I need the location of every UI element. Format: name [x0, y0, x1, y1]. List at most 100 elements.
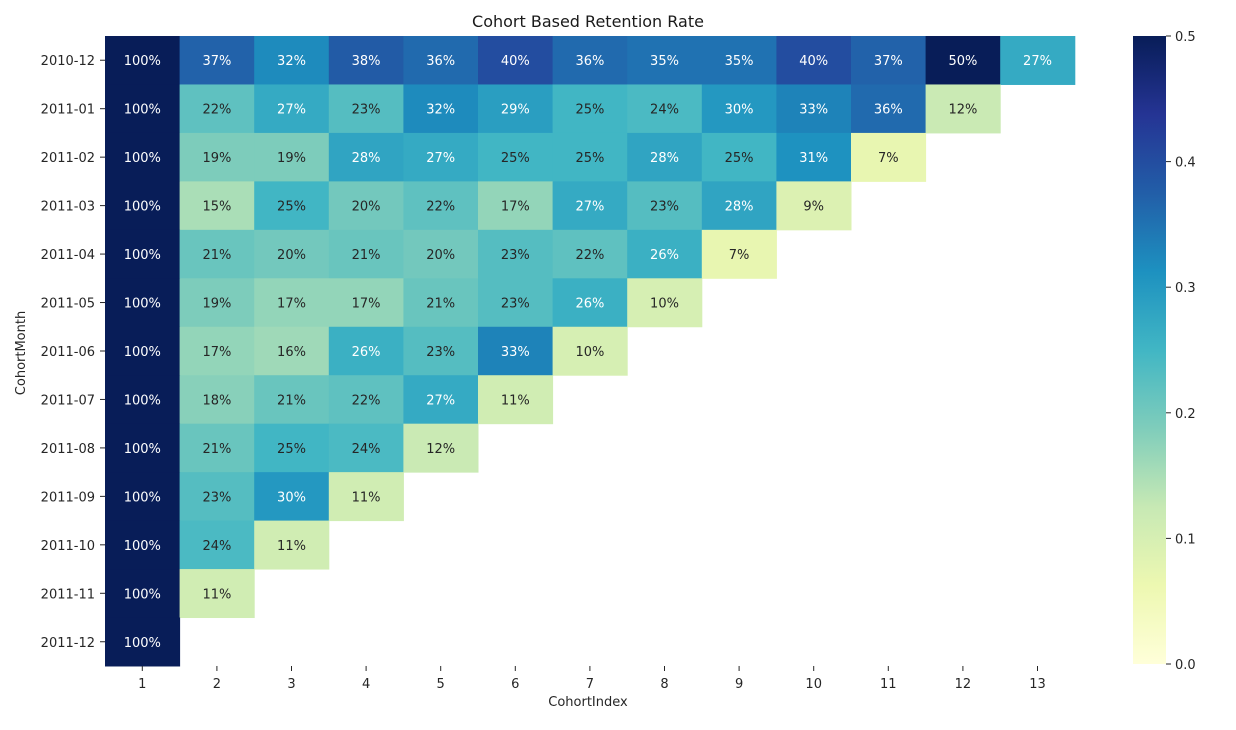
cell-label: 12% [426, 442, 455, 457]
cell-label: 38% [352, 54, 381, 69]
x-tick-label: 4 [362, 677, 370, 692]
cell-label: 22% [352, 393, 381, 408]
heatmap-cell [105, 520, 181, 570]
heatmap-cell [627, 278, 703, 328]
cell-label: 23% [202, 490, 231, 505]
cell-label: 24% [650, 103, 679, 118]
heatmap-cell [478, 326, 554, 376]
colorbar-tick-label: 0.4 [1175, 156, 1196, 171]
cell-label: 25% [277, 200, 306, 215]
y-tick-label: 2011-09 [41, 490, 95, 505]
heatmap-cell [254, 520, 330, 570]
cell-label: 19% [202, 151, 231, 166]
heatmap-cell [701, 229, 777, 279]
heatmap-cell [701, 132, 777, 182]
cell-label: 23% [501, 297, 530, 312]
heatmap-cell [478, 84, 554, 134]
heatmap-cell [403, 423, 479, 473]
cell-label: 16% [277, 345, 306, 360]
x-tick-label: 5 [437, 677, 445, 692]
cell-label: 32% [426, 103, 455, 118]
cell-label: 21% [426, 297, 455, 312]
heatmap-cell [179, 84, 255, 134]
cell-label: 100% [124, 539, 161, 554]
heatmap-cell [328, 472, 404, 522]
cell-label: 17% [352, 297, 381, 312]
cell-label: 22% [575, 248, 604, 263]
heatmap-cell [776, 84, 852, 134]
heatmap-cell [105, 375, 181, 425]
heatmap-cell [627, 132, 703, 182]
cell-label: 100% [124, 393, 161, 408]
heatmap-cell [925, 36, 1001, 85]
heatmap-cell [179, 278, 255, 328]
heatmap-cell [328, 181, 404, 231]
cell-label: 21% [202, 248, 231, 263]
heatmap-cell [254, 472, 330, 522]
heatmap-cell [776, 36, 852, 85]
x-tick-label: 9 [735, 677, 743, 692]
heatmap-cell [403, 229, 479, 279]
cell-label: 11% [277, 539, 306, 554]
cell-label: 22% [426, 200, 455, 215]
heatmap-cell [328, 229, 404, 279]
heatmap-cell [328, 423, 404, 473]
heatmap-cell [105, 617, 181, 667]
cell-label: 50% [948, 54, 977, 69]
x-tick-label: 2 [213, 677, 221, 692]
heatmap-cell [254, 229, 330, 279]
cell-label: 10% [650, 297, 679, 312]
heatmap-cell [105, 326, 181, 376]
cell-label: 28% [725, 200, 754, 215]
x-tick-label: 6 [511, 677, 519, 692]
cell-label: 9% [803, 200, 824, 215]
cell-label: 17% [501, 200, 530, 215]
heatmap-cell [328, 36, 404, 85]
cell-label: 36% [426, 54, 455, 69]
y-axis-label: CohortMonth [14, 311, 29, 395]
colorbar-tick-label: 0.1 [1175, 532, 1196, 547]
cell-label: 25% [501, 151, 530, 166]
heatmap-cell [254, 423, 330, 473]
cell-label: 22% [202, 103, 231, 118]
cell-label: 100% [124, 442, 161, 457]
cell-label: 37% [874, 54, 903, 69]
cell-label: 12% [948, 103, 977, 118]
cell-label: 32% [277, 54, 306, 69]
heatmap-cell [403, 375, 479, 425]
cell-label: 23% [352, 103, 381, 118]
cell-label: 33% [799, 103, 828, 118]
cell-label: 20% [277, 248, 306, 263]
heatmap-cell [552, 36, 628, 85]
cell-label: 15% [202, 200, 231, 215]
heatmap-cell [1000, 36, 1076, 85]
heatmap-cell [776, 181, 852, 231]
heatmap-cell [179, 569, 255, 619]
heatmap-cell [552, 181, 628, 231]
y-tick-label: 2011-12 [41, 636, 95, 651]
heatmap-cell [627, 36, 703, 85]
x-tick-label: 12 [955, 677, 972, 692]
y-tick-label: 2011-03 [41, 200, 95, 215]
heatmap-cell [478, 375, 554, 425]
cell-label: 27% [426, 151, 455, 166]
heatmap-cell [701, 84, 777, 134]
cell-label: 20% [426, 248, 455, 263]
heatmap-cell [105, 132, 181, 182]
cell-label: 23% [501, 248, 530, 263]
cell-label: 23% [650, 200, 679, 215]
cell-label: 17% [277, 297, 306, 312]
cell-label: 25% [575, 151, 604, 166]
heatmap-cell [254, 84, 330, 134]
cell-label: 7% [878, 151, 899, 166]
heatmap-cell [179, 36, 255, 85]
heatmap-cell [403, 326, 479, 376]
cell-label: 30% [277, 490, 306, 505]
heatmap-cell [179, 423, 255, 473]
y-tick-label: 2011-06 [41, 345, 95, 360]
chart-title: Cohort Based Retention Rate [472, 12, 704, 31]
cell-label: 19% [277, 151, 306, 166]
cell-label: 36% [874, 103, 903, 118]
cell-label: 100% [124, 297, 161, 312]
